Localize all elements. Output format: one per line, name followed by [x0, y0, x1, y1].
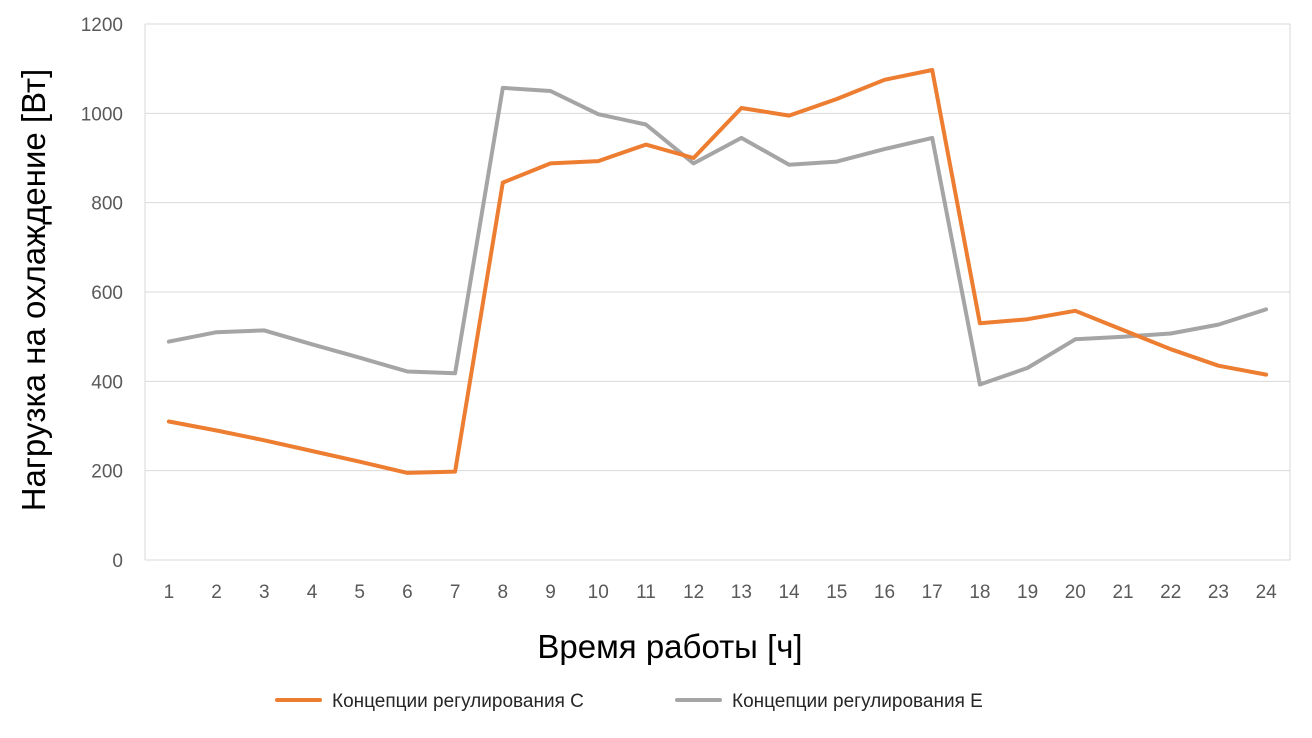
x-tick-label: 16 — [874, 582, 895, 603]
x-tick-label: 20 — [1065, 582, 1086, 603]
x-tick-label: 1 — [164, 582, 175, 603]
x-tick-label: 4 — [307, 582, 318, 603]
y-tick-label: 1000 — [81, 104, 123, 125]
x-axis-title: Время работы [ч] — [537, 628, 802, 665]
x-tick-label: 5 — [354, 582, 365, 603]
x-tick-label: 18 — [969, 582, 990, 603]
x-tick-label: 8 — [498, 582, 509, 603]
series-line-2 — [166, 85, 1269, 387]
x-tick-label: 15 — [826, 582, 847, 603]
y-tick-labels: 0 200 400 600 800 1000 1200 — [81, 15, 123, 572]
legend-label: Концепции регулирования C — [332, 691, 584, 712]
gridlines — [144, 23, 1291, 561]
x-tick-label: 6 — [402, 582, 413, 603]
x-tick-label: 11 — [636, 582, 656, 603]
x-tick-label: 2 — [211, 582, 222, 603]
x-tick-label: 9 — [545, 582, 556, 603]
y-tick-label: 0 — [112, 551, 123, 572]
y-tick-label: 600 — [91, 283, 123, 304]
x-tick-label: 21 — [1112, 582, 1133, 603]
x-tick-label: 13 — [731, 582, 752, 603]
legend-label: Концепции регулирования E — [732, 691, 983, 712]
x-tick-label: 23 — [1208, 582, 1229, 603]
x-tick-label: 22 — [1160, 582, 1181, 603]
y-tick-label: 400 — [91, 372, 123, 393]
series-line-1 — [166, 68, 1269, 475]
legend: Концепции регулирования C Концепции регул… — [275, 691, 983, 712]
y-tick-label: 200 — [91, 462, 123, 483]
x-tick-label: 14 — [778, 582, 800, 603]
x-tick-label: 17 — [922, 582, 943, 603]
y-tick-label: 1200 — [81, 15, 123, 36]
x-tick-label: 24 — [1256, 582, 1278, 603]
x-tick-labels: 1 2 3 4 5 6 7 8 9 10 11 12 13 14 15 16 17 18 19 20 21 22 23 24 — [164, 582, 1278, 603]
y-axis-title: Нагрузка на охлаждение [Вт] — [15, 69, 52, 512]
x-tick-label: 19 — [1017, 582, 1038, 603]
x-tick-label: 7 — [450, 582, 461, 603]
x-tick-label: 10 — [588, 582, 609, 603]
series-lines — [166, 68, 1269, 475]
x-tick-label: 12 — [683, 582, 704, 603]
y-tick-label: 800 — [91, 194, 123, 215]
x-tick-label: 3 — [259, 582, 270, 603]
